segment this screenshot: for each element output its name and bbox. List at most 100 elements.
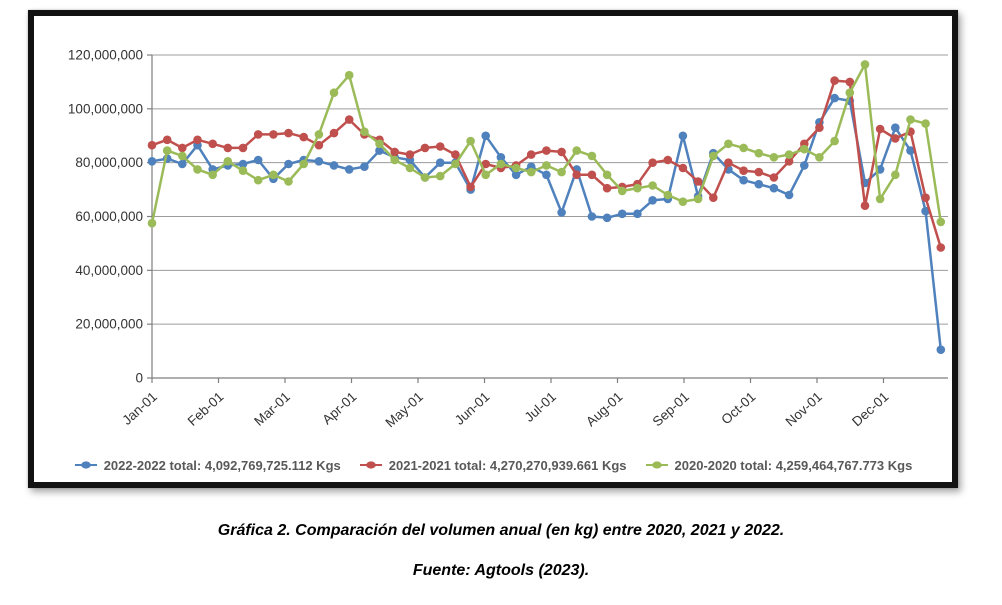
legend-item: 2022-2022 total: 4,092,769,725.112 Kgs (74, 458, 341, 473)
data-point-marker (891, 170, 900, 180)
data-point-marker (602, 183, 612, 193)
data-point-marker (481, 170, 491, 180)
data-point-marker (921, 193, 930, 202)
data-point-marker (936, 217, 946, 227)
data-point-marker (390, 155, 400, 165)
series-line (150, 63, 943, 225)
data-point-marker (511, 170, 521, 180)
chart-panel: 0 20,000,000 40,000,000 60,000,000 80,000,00… (28, 10, 958, 488)
data-point-marker (678, 131, 688, 141)
y-tick-label: 120,000,000 (68, 48, 143, 63)
data-point-marker (466, 182, 475, 192)
data-point-marker (572, 170, 581, 180)
data-point-marker (891, 134, 900, 143)
data-point-marker (314, 130, 324, 139)
data-point-marker (633, 209, 642, 219)
data-point-marker (602, 213, 612, 223)
data-point-marker (253, 175, 263, 185)
data-point-marker (526, 167, 536, 177)
data-point-marker (208, 170, 217, 180)
figure-caption: Gráfica 2. Comparación del volumen anual… (217, 522, 785, 539)
data-point-marker (724, 158, 733, 167)
data-point-marker (375, 146, 384, 155)
data-point-marker (162, 135, 172, 145)
data-point-marker (906, 115, 915, 124)
data-point-marker (435, 158, 445, 167)
data-point-marker (830, 93, 839, 103)
data-point-marker (344, 70, 354, 80)
data-point-marker (284, 128, 293, 138)
data-point-marker (739, 175, 748, 185)
data-point-marker (648, 181, 657, 190)
data-point-marker (891, 123, 900, 132)
x-tick-label: Nov-01 (783, 389, 825, 429)
data-point-marker (830, 136, 839, 146)
data-point-marker (587, 170, 597, 180)
x-tick-label: Oct-01 (718, 389, 758, 427)
data-point-marker (405, 150, 415, 159)
data-point-marker (617, 209, 627, 219)
data-point-marker (754, 148, 764, 158)
series-marker-icon (645, 461, 668, 469)
data-point-marker (481, 159, 491, 169)
data-point-marker (587, 151, 597, 161)
data-point-marker (602, 170, 612, 180)
data-point-marker (344, 115, 354, 124)
data-point-marker (739, 143, 748, 153)
data-point-marker (784, 150, 794, 159)
data-point-marker (269, 130, 278, 139)
data-point-marker (451, 150, 460, 159)
x-tick-label: Jan-01 (119, 389, 160, 428)
data-point-marker (147, 140, 157, 150)
legend-label: 2021-2021 total: 4,270,270,939.661 Kgs (388, 457, 627, 473)
data-point-marker (648, 196, 657, 205)
y-tick-label: 100,000,000 (68, 101, 143, 116)
data-point-marker (178, 159, 187, 169)
data-point-marker (784, 190, 794, 200)
data-point-marker (253, 130, 263, 139)
x-tick-label: Jul-01 (522, 389, 559, 425)
data-point-marker (496, 153, 506, 162)
data-point-marker (223, 157, 233, 166)
data-point-marker (193, 135, 202, 145)
data-point-marker (845, 77, 855, 87)
data-point-marker (481, 131, 491, 141)
data-point-marker (178, 143, 187, 153)
data-point-marker (663, 155, 673, 165)
data-point-marker (815, 153, 824, 162)
data-point-marker (405, 163, 415, 173)
data-point-marker (542, 146, 551, 155)
data-point-marker (936, 243, 946, 252)
data-point-marker (238, 143, 248, 153)
data-point-marker (648, 158, 657, 167)
data-point-marker (845, 88, 855, 97)
data-point-marker (709, 151, 718, 161)
data-point-marker (572, 146, 581, 155)
data-point-marker (739, 166, 748, 175)
data-point-marker (147, 157, 157, 166)
legend-item: 2021-2021 total: 4,270,270,939.661 Kgs (359, 458, 627, 473)
data-point-marker (178, 151, 187, 161)
data-point-marker (420, 143, 430, 153)
data-point-marker (329, 128, 339, 138)
data-point-marker (284, 177, 293, 186)
data-point-marker (769, 153, 779, 162)
data-point-marker (860, 60, 870, 69)
data-point-marker (936, 345, 946, 355)
data-point-marker (557, 208, 566, 217)
data-point-marker (678, 163, 688, 173)
data-point-marker (238, 166, 248, 175)
data-point-marker (420, 173, 430, 182)
data-point-marker (253, 155, 263, 165)
data-point-marker (830, 76, 839, 85)
y-tick-label: 0 (135, 371, 143, 386)
data-point-marker (815, 123, 824, 132)
data-point-marker (451, 159, 460, 169)
chart-legend: 2022-2022 total: 4,092,769,725.112 Kgs 20… (34, 448, 952, 482)
y-tick-label: 40,000,000 (75, 263, 143, 278)
data-point-marker (754, 179, 764, 189)
data-point-marker (769, 173, 779, 182)
series-marker-icon (359, 461, 382, 469)
data-point-marker (709, 193, 718, 202)
